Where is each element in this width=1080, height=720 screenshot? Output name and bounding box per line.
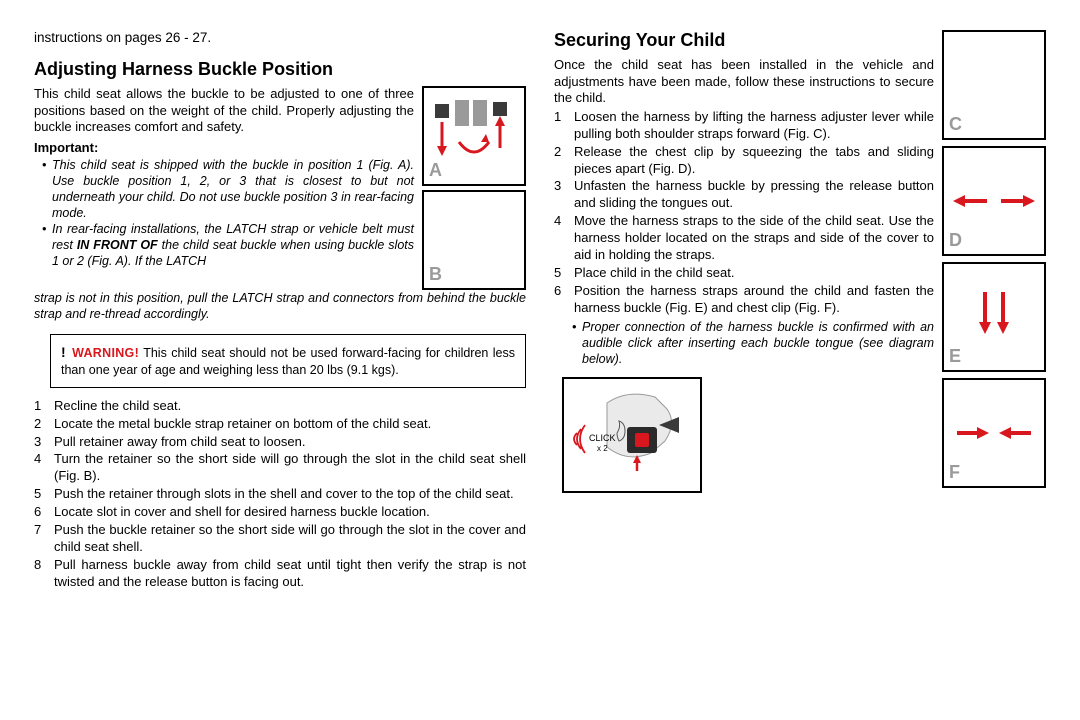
left-step-5: Push the retainer through slots in the s… (34, 486, 526, 503)
figure-e: E (942, 262, 1046, 372)
right-sub-bullets: Proper connection of the harness buckle … (554, 319, 934, 368)
figure-c-label: C (949, 114, 962, 135)
click-svg: CLICK x 2 (567, 383, 697, 487)
right-step-6: Position the harness straps around the c… (554, 283, 934, 317)
right-wrap: Securing Your Child Once the child seat … (554, 30, 1046, 493)
left-step-8: Pull harness buckle away from child seat… (34, 557, 526, 591)
in-front-of: IN FRONT OF (77, 238, 158, 252)
right-text: Securing Your Child Once the child seat … (554, 30, 934, 493)
important-bullet-1: This child seat is shipped with the buck… (42, 157, 414, 221)
important-continuation: strap is not in this position, pull the … (34, 290, 526, 322)
figure-e-svg (949, 282, 1039, 352)
click-diagram: CLICK x 2 (562, 377, 702, 493)
figure-b-label: B (429, 264, 442, 285)
left-step-4: Turn the retainer so the short side will… (34, 451, 526, 485)
important-bullets: This child seat is shipped with the buck… (34, 157, 414, 269)
figure-f-svg (949, 408, 1039, 458)
right-step-5: Place child in the child seat. (554, 265, 934, 282)
right-intro: Once the child seat has been installed i… (554, 57, 934, 107)
right-figure-stack: C D (942, 30, 1046, 493)
figure-a: A (422, 86, 526, 186)
figure-a-label: A (429, 160, 442, 181)
figure-f-label: F (949, 462, 960, 483)
important-bullet-2: In rear-facing installations, the LATCH … (42, 221, 414, 269)
right-step-2: Release the chest clip by squeezing the … (554, 144, 934, 178)
figure-d: D (942, 146, 1046, 256)
figure-a-svg (429, 98, 519, 174)
figure-f: F (942, 378, 1046, 488)
figure-c: C (942, 30, 1046, 140)
left-step-1: Recline the child seat. (34, 398, 526, 415)
left-intro: This child seat allows the buckle to be … (34, 86, 414, 136)
right-heading: Securing Your Child (554, 30, 934, 51)
figure-d-svg (949, 176, 1039, 226)
left-steps: Recline the child seat. Locate the metal… (34, 398, 526, 592)
page-reference: instructions on pages 26 - 27. (34, 30, 526, 45)
left-step-6: Locate slot in cover and shell for desir… (34, 504, 526, 521)
left-figure-stack: A B (422, 86, 526, 290)
important-label: Important: (34, 140, 414, 155)
warning-box: ! WARNING! This child seat should not be… (50, 334, 526, 388)
left-step-2: Locate the metal buckle strap retainer o… (34, 416, 526, 433)
right-step-1: Loosen the harness by lifting the harnes… (554, 109, 934, 143)
svg-text:x 2: x 2 (597, 444, 608, 453)
right-column: Securing Your Child Once the child seat … (554, 30, 1046, 700)
right-step-4: Move the harness straps to the side of t… (554, 213, 934, 264)
right-step-3: Unfasten the harness buckle by pressing … (554, 178, 934, 212)
warning-icon: ! (61, 344, 66, 360)
right-sub-bullet: Proper connection of the harness buckle … (572, 319, 934, 368)
right-steps: Loosen the harness by lifting the harnes… (554, 109, 934, 317)
warning-label: WARNING! (72, 346, 139, 360)
figure-b: B (422, 190, 526, 290)
left-step-3: Pull retainer away from child seat to lo… (34, 434, 526, 451)
left-top-text: This child seat allows the buckle to be … (34, 86, 414, 290)
figure-e-label: E (949, 346, 961, 367)
left-step-7: Push the buckle retainer so the short si… (34, 522, 526, 556)
left-column: instructions on pages 26 - 27. Adjusting… (34, 30, 526, 700)
left-heading: Adjusting Harness Buckle Position (34, 59, 526, 80)
left-top-wrap: This child seat allows the buckle to be … (34, 86, 526, 290)
page: instructions on pages 26 - 27. Adjusting… (0, 0, 1080, 720)
svg-text:CLICK: CLICK (589, 433, 616, 443)
figure-d-label: D (949, 230, 962, 251)
